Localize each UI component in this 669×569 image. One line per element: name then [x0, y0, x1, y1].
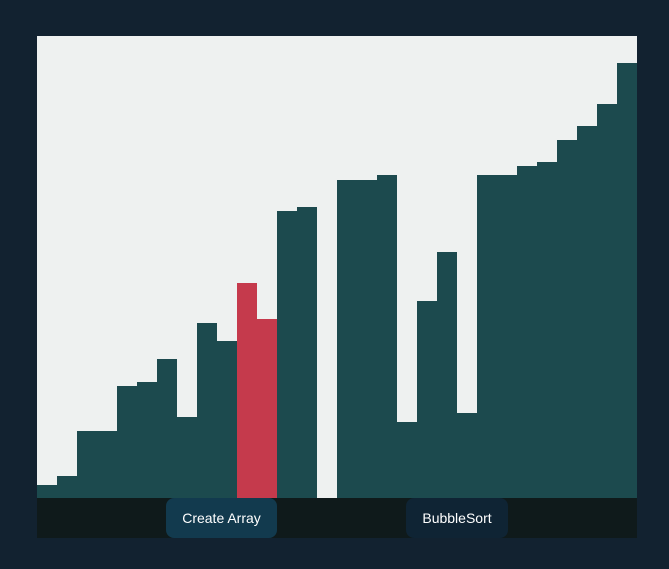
bar — [217, 341, 237, 498]
control-bar: Create Array BubbleSort — [37, 498, 637, 538]
bar — [97, 431, 117, 498]
bar — [457, 413, 477, 498]
create-array-button[interactable]: Create Array — [166, 498, 277, 538]
bar — [537, 162, 557, 498]
bar — [497, 175, 517, 498]
bar — [77, 431, 97, 498]
bar — [297, 207, 317, 498]
bar — [377, 175, 397, 498]
bar — [157, 359, 177, 498]
bar — [277, 211, 297, 498]
bar — [557, 140, 577, 498]
bar — [417, 301, 437, 498]
bar — [597, 104, 617, 498]
bar — [117, 386, 137, 498]
bubble-sort-button[interactable]: BubbleSort — [406, 498, 508, 538]
bar — [517, 166, 537, 498]
bar — [197, 323, 217, 498]
bar — [397, 422, 417, 498]
bar — [577, 126, 597, 498]
bar — [37, 485, 57, 498]
bar — [177, 417, 197, 498]
bar-active — [237, 283, 257, 498]
bar — [137, 382, 157, 498]
bar — [57, 476, 77, 498]
bar — [357, 180, 377, 498]
bar-visualization — [37, 36, 637, 498]
bar — [477, 175, 497, 498]
bar — [617, 63, 637, 498]
bar — [337, 180, 357, 498]
bar-active — [257, 319, 277, 498]
bar — [437, 252, 457, 498]
